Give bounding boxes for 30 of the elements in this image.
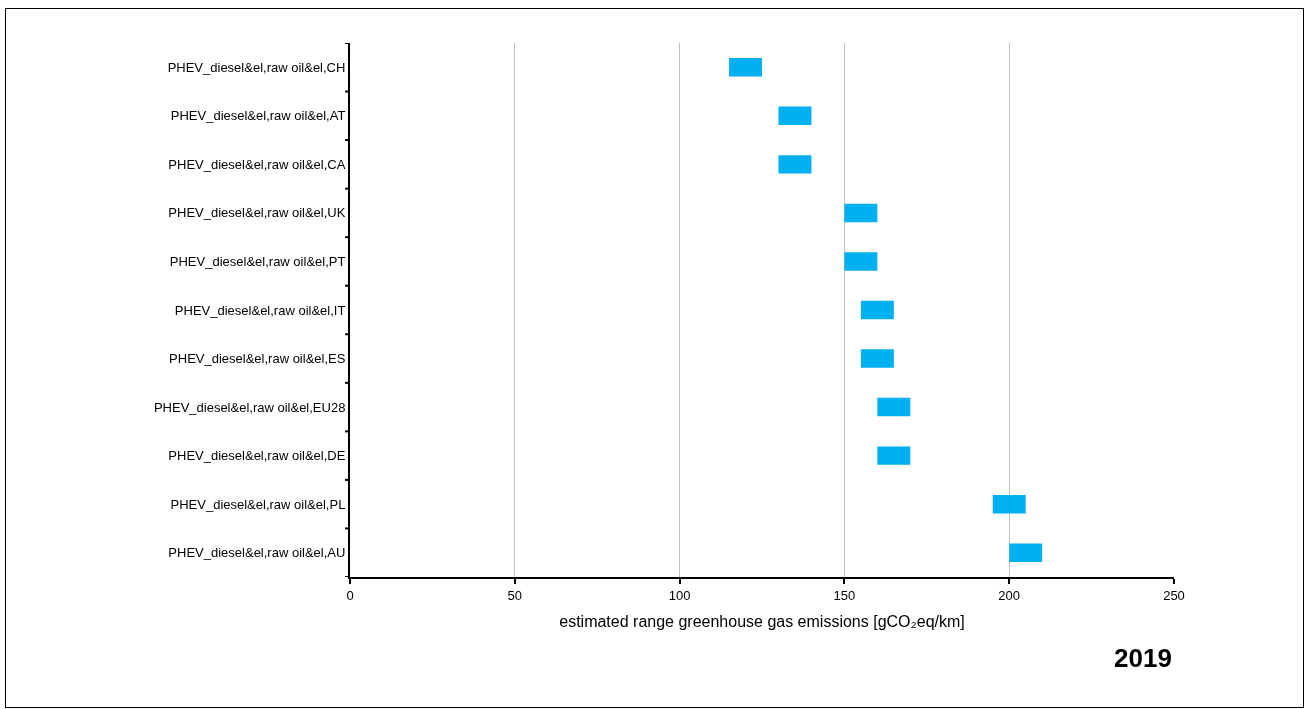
bar <box>860 300 894 320</box>
x-tick-label: 150 <box>833 587 856 603</box>
x-tick-label: 0 <box>346 587 354 603</box>
y-tick-label: PHEV_diesel&el,raw oil&el,EU28 <box>153 399 346 415</box>
bar <box>877 446 911 465</box>
x-tick-label: 100 <box>668 587 691 603</box>
bar <box>778 155 812 174</box>
y-tick-label: PHEV_diesel&el,raw oil&el,PL <box>170 496 346 512</box>
bar <box>844 252 878 271</box>
x-tick-label: 250 <box>1163 587 1185 603</box>
text: 2019 <box>1114 643 1172 673</box>
y-tick-label: PHEV_diesel&el,raw oil&el,ES <box>169 351 346 367</box>
bar <box>844 203 878 223</box>
y-tick-label: PHEV_diesel&el,raw oil&el,AT <box>170 108 346 124</box>
x-tick-label: 50 <box>507 587 523 603</box>
bar <box>1009 543 1043 562</box>
y-tick-label: PHEV_diesel&el,raw oil&el,IT <box>174 302 346 318</box>
y-tick-label: PHEV_diesel&el,raw oil&el,CA <box>168 156 346 172</box>
x-tick-label: 200 <box>998 587 1021 603</box>
y-tick-label: PHEV_diesel&el,raw oil&el,AU <box>168 545 346 561</box>
y-tick-label: PHEV_diesel&el,raw oil&el,PT <box>169 254 346 269</box>
x-axis-title: estimated range greenhouse gas emissions [gCO₂eq/km] <box>559 612 965 630</box>
y-tick-label: PHEV_diesel&el,raw oil&el,UK <box>168 205 346 221</box>
bar <box>778 106 812 126</box>
bar <box>992 494 1026 514</box>
bar <box>860 349 894 368</box>
bar <box>729 58 762 77</box>
y-tick-label: PHEV_diesel&el,raw oil&el,DE <box>168 448 346 464</box>
y-tick-label: PHEV_diesel&el,raw oil&el,CH <box>167 59 346 75</box>
bar <box>877 397 911 417</box>
